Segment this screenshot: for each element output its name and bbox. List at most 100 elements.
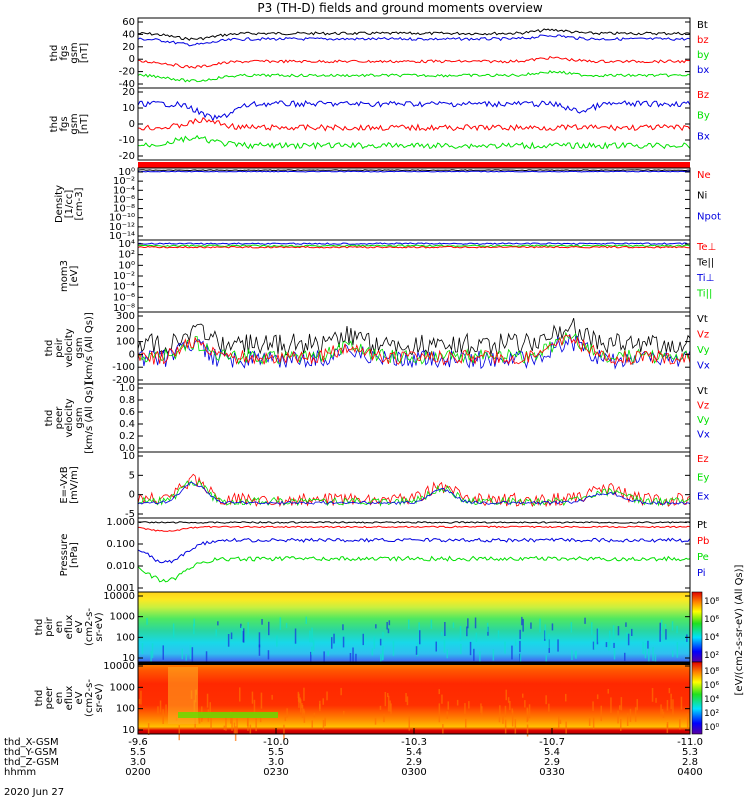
spectrogram-streak — [530, 622, 532, 629]
spectrogram-streak — [469, 641, 472, 656]
spectrogram-streak — [206, 693, 209, 708]
y-tick-label: 20 — [122, 42, 135, 53]
y-tick-label: -10 — [119, 135, 135, 146]
spectrogram-streak — [596, 628, 599, 645]
spectrogram-streak — [522, 693, 524, 698]
y-axis-label: gsm — [74, 337, 85, 358]
spectrogram-streak — [430, 619, 433, 629]
spectrogram-streak — [624, 652, 626, 661]
y-axis-label: Density — [54, 185, 65, 223]
trace-Ni — [137, 169, 691, 172]
spectrogram-streak — [526, 708, 529, 715]
y-tick-label: 10⁻¹⁴ — [109, 231, 135, 242]
panel-efield: 10 5 0 -5 E=-VxB [mV/m] Ez Ey Ex — [59, 451, 709, 520]
y-tick-label: -20 — [119, 151, 135, 162]
y-axis-label: Pressure — [59, 534, 70, 577]
y-axis-label: peir — [54, 337, 65, 357]
y-tick-label: 10⁰ — [118, 167, 135, 178]
spectrogram-streak — [310, 651, 312, 667]
legend-Pe: Pe — [697, 552, 709, 563]
spectrogram-streak — [548, 633, 550, 648]
spectrogram-streak — [141, 643, 144, 654]
panel-peer-spec: 10⁸ 10⁶ 10⁴ 10² 10⁰ 10000 1000 100 10 thd peer en ef… — [34, 661, 719, 741]
panel-peir-velocity: 300 200 1000 -100 -200 thd peir velocity gsm [km/… — [44, 311, 710, 386]
spectrogram-streak — [571, 650, 573, 660]
y-tick-label: 0.001 — [106, 583, 135, 594]
spectrogram-streak — [388, 620, 391, 626]
spectrogram-streak — [147, 723, 150, 735]
spectrogram-streak — [557, 639, 559, 652]
spectrogram-streak — [408, 716, 410, 731]
spectrogram-streak — [301, 705, 304, 718]
spectrogram-streak — [511, 708, 513, 713]
spectrogram-streak — [608, 641, 610, 651]
legend-Ti⊥: Ti⊥ — [696, 273, 714, 284]
spectrogram-streak — [504, 641, 506, 654]
spectrogram-streak — [473, 648, 475, 661]
spectrogram-streak — [551, 623, 554, 631]
spectrogram-streak — [268, 621, 270, 636]
spectrogram-streak — [492, 649, 495, 661]
x-tick-label: -10.7 — [539, 737, 565, 748]
y-axis-label: gsm — [69, 42, 80, 63]
x-tick-label: -10.3 — [401, 737, 427, 748]
spectrogram-streak — [323, 651, 325, 665]
spectrogram-streak — [666, 700, 669, 711]
legend-Pi: Pi — [697, 568, 706, 579]
spectrogram-streak — [249, 724, 252, 734]
spectrogram-streak — [441, 694, 443, 704]
y-axis-label: peir — [44, 616, 55, 636]
spectrogram-streak — [670, 698, 672, 710]
panel-background — [138, 452, 690, 518]
spectrogram-streak — [311, 646, 313, 655]
spectrogram-streak — [382, 632, 384, 639]
spectrogram-streak — [522, 618, 524, 632]
spectrogram-streak — [651, 688, 654, 702]
y-tick-label: -20 — [119, 67, 135, 78]
spectrogram-streak — [680, 696, 683, 710]
spectrogram-streak — [379, 638, 382, 646]
spectrogram-streak — [324, 717, 326, 727]
y-axis-label: gsm — [74, 407, 85, 428]
spectrogram-streak — [526, 724, 529, 737]
spectrogram-streak — [210, 717, 212, 730]
spectrogram-streak — [283, 724, 285, 741]
spectrogram-streak — [415, 646, 418, 655]
y-tick-label: 10⁻² — [113, 271, 135, 282]
spectrogram-streak — [215, 629, 217, 637]
spectrogram-streak — [267, 650, 270, 660]
trace-Npot — [137, 170, 691, 173]
panel-background — [138, 240, 690, 312]
spectrogram-streak — [617, 626, 620, 636]
x-tick-label: 0300 — [401, 767, 426, 778]
spectrogram-streak — [660, 704, 662, 716]
trace-Bt — [137, 28, 691, 41]
trace-efield-1 — [137, 479, 691, 507]
y-tick-label: 10000 — [103, 591, 135, 602]
y-tick-label: -200 — [112, 375, 135, 386]
y-tick-label: 40 — [122, 29, 135, 40]
spectrogram-streak — [565, 693, 567, 702]
y-tick-label: 10⁴ — [118, 239, 135, 250]
spectrogram-streak — [613, 642, 615, 648]
y-axis-label: thd — [34, 690, 45, 707]
y-tick-label: 1.000 — [106, 517, 135, 528]
spectrogram-streak — [189, 645, 192, 660]
panel-background — [138, 88, 690, 160]
legend-by: by — [697, 50, 709, 61]
y-tick-label: 100 — [116, 632, 135, 643]
panel-background — [138, 384, 690, 452]
spectrogram-streak — [545, 695, 547, 705]
trace-By — [137, 134, 691, 150]
spectrogram-green-band — [178, 712, 278, 718]
spectrogram-streak — [276, 635, 278, 647]
y-tick-label: 0.6 — [119, 407, 135, 418]
panel-peir-spec: 10⁸ 10⁶ 10⁴ 10² 10000 1000 100 10 thd peir en eflux… — [34, 591, 719, 670]
y-tick-label: 0.100 — [106, 539, 135, 550]
spectrogram-streak — [497, 630, 500, 639]
spectrogram-streak — [233, 722, 236, 734]
spectrogram-streak — [300, 699, 302, 713]
spectrogram-streak — [608, 630, 611, 646]
spectrogram-streak — [671, 650, 674, 657]
trace-Til — [137, 244, 691, 248]
